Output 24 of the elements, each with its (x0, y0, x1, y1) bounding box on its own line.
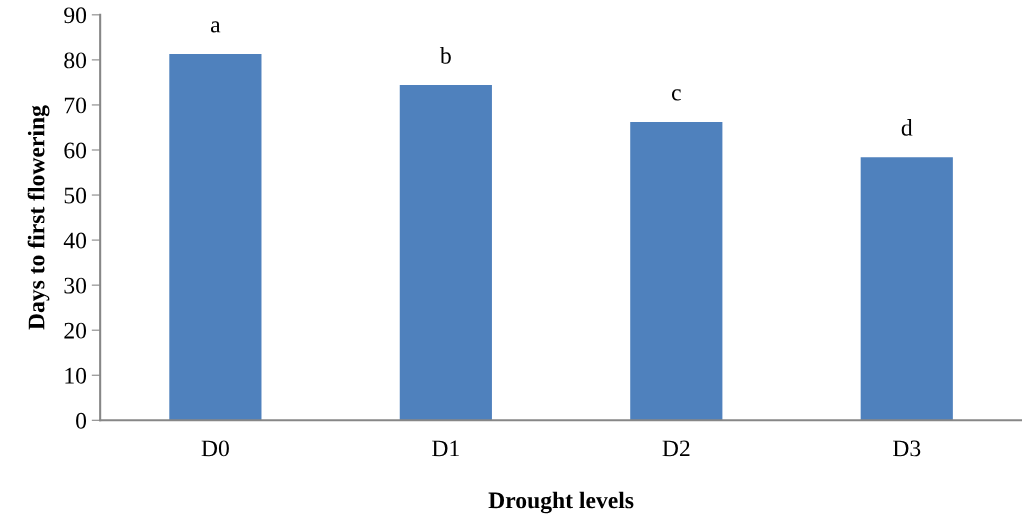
x-tick-label: D3 (893, 440, 921, 457)
y-tick-label: 60 (64, 142, 87, 159)
annotation: c (671, 89, 681, 101)
bar (169, 54, 262, 421)
y-tick-label: 20 (64, 322, 87, 339)
annotation: b (439, 47, 451, 64)
y-tick-label: 30 (64, 277, 87, 294)
y-tick-label: 40 (63, 232, 87, 249)
x-axis-title: Drought levels (488, 491, 634, 514)
y-tick-label: 0 (76, 412, 87, 429)
bar (860, 157, 953, 421)
annotation: a (210, 21, 221, 33)
y-axis-title: Days to first flowering (27, 105, 50, 330)
x-tick-label: D1 (432, 440, 459, 457)
x-tick-label: D0 (201, 440, 229, 457)
bar (399, 85, 492, 421)
y-tick-label: 70 (64, 97, 87, 114)
y-tick-label: 50 (64, 187, 87, 204)
y-tick-label: 80 (64, 52, 87, 69)
y-tick-label: 10 (65, 367, 87, 384)
annotation: d (901, 119, 913, 136)
bar (630, 122, 723, 421)
x-tick-label: D2 (662, 440, 690, 457)
y-tick-label: 90 (64, 7, 87, 24)
